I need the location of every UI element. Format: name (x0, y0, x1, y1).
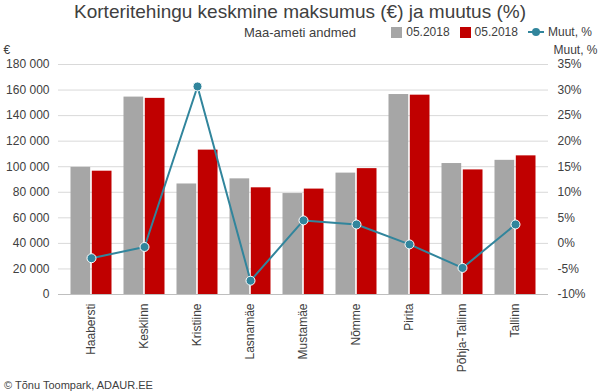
svg-text:Lasnamäe: Lasnamäe (243, 303, 257, 359)
html-text:© Tõnu Toompark, ADAUR.EE: © Tõnu Toompark, ADAUR.EE (4, 379, 153, 391)
html-text:Muut, %: Muut, % (548, 25, 592, 39)
svg-text:Tallinn: Tallinn (508, 304, 522, 338)
svg-text:140 000: 140 000 (6, 108, 50, 122)
svg-text:100 000: 100 000 (6, 160, 50, 174)
svg-text:20 000: 20 000 (13, 262, 50, 276)
svg-text:€: € (4, 43, 11, 57)
svg-text:Haabersti: Haabersti (84, 304, 98, 355)
svg-text:-5%: -5% (558, 262, 580, 276)
html-text:Korteritehingu keskmine maksum: Korteritehingu keskmine maksumus (€) ja … (74, 1, 526, 22)
svg-text:Kesklinn: Kesklinn (137, 304, 151, 349)
svg-text:15%: 15% (558, 160, 582, 174)
svg-text:60 000: 60 000 (13, 211, 50, 225)
svg-text:80 000: 80 000 (13, 185, 50, 199)
svg-text:180 000: 180 000 (6, 57, 50, 71)
svg-text:35%: 35% (558, 57, 582, 71)
svg-text:Muut, %: Muut, % (553, 43, 597, 57)
svg-text:40 000: 40 000 (13, 236, 50, 250)
svg-text:0%: 0% (558, 236, 576, 250)
html-text:05.2018: 05.2018 (406, 25, 450, 39)
svg-text:-10%: -10% (558, 287, 586, 301)
svg-text:5%: 5% (558, 211, 576, 225)
svg-text:Nõmme: Nõmme (349, 303, 363, 345)
svg-text:25%: 25% (558, 108, 582, 122)
svg-text:0: 0 (43, 287, 50, 301)
svg-text:30%: 30% (558, 83, 582, 97)
svg-text:Põhja-Tallinn: Põhja-Tallinn (455, 304, 469, 373)
svg-text:Mustamäe: Mustamäe (296, 303, 310, 359)
html-text:05.2018: 05.2018 (474, 25, 518, 39)
svg-text:160 000: 160 000 (6, 83, 50, 97)
svg-text:Kristiine: Kristiine (190, 303, 204, 346)
svg-text:120 000: 120 000 (6, 134, 50, 148)
html-text:Maa-ameti andmed: Maa-ameti andmed (244, 25, 356, 40)
svg-text:20%: 20% (558, 134, 582, 148)
svg-text:Pirita: Pirita (402, 303, 416, 331)
svg-text:10%: 10% (558, 185, 582, 199)
